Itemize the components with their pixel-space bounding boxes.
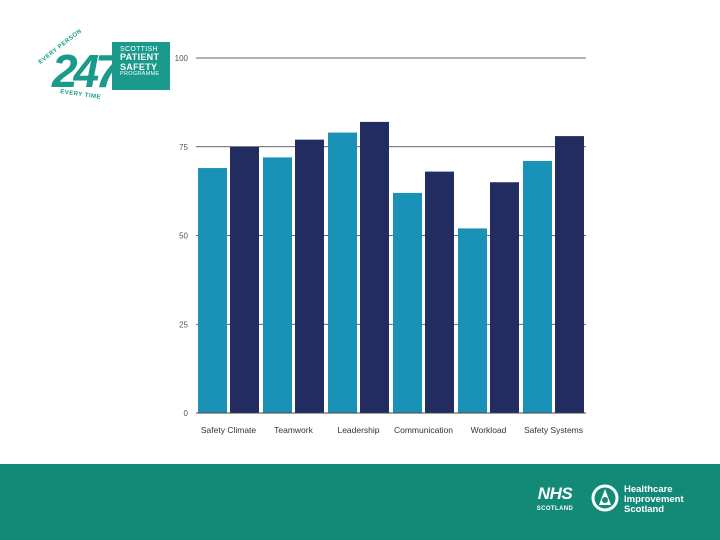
programme-line-2: PATIENT <box>120 52 160 63</box>
his-line-3: Scotland <box>624 503 665 515</box>
x-category-label: Safety Climate <box>201 425 257 435</box>
nhs-scotland-label: SCOTLAND <box>536 506 574 512</box>
bar-safety-systems-series-2 <box>555 136 584 413</box>
y-tick-label: 0 <box>184 409 189 418</box>
plot-area <box>194 46 586 414</box>
x-category-label: Teamwork <box>274 425 313 435</box>
programme-line-3: SAFETY <box>120 61 158 72</box>
his-line-2: Improvement <box>624 493 684 505</box>
footer-band <box>0 464 720 540</box>
logo-247-mark: 247 <box>52 45 121 97</box>
bar-safety-systems-series-1 <box>523 160 552 413</box>
bar-safety-climate-series-1 <box>198 168 227 413</box>
bar-workload-series-2 <box>490 182 519 413</box>
healthcare-improvement-scotland-icon <box>591 484 619 512</box>
y-tick-label: 100 <box>175 54 189 63</box>
programme-name-box: SCOTTISH PATIENT SAFETY PROGRAMME <box>112 42 170 90</box>
y-tick-label: 25 <box>179 320 188 329</box>
nhs-wordmark: NHS <box>537 484 573 503</box>
x-category-label: Communication <box>394 425 453 435</box>
bar-communication-series-2 <box>425 171 454 413</box>
bar-communication-series-1 <box>393 192 422 413</box>
bar-leadership-series-1 <box>328 132 357 414</box>
y-tick-label: 75 <box>179 143 188 152</box>
his-line-1: Healthcare <box>624 484 673 495</box>
healthcare-improvement-scotland-wordmark: Healthcare Improvement Scotland <box>624 485 684 515</box>
bar-workload-series-1 <box>458 228 487 413</box>
programme-line-1: SCOTTISH <box>120 46 158 53</box>
bar-safety-climate-series-2 <box>230 146 259 413</box>
x-category-label: Leadership <box>337 425 379 435</box>
bar-teamwork-series-2 <box>295 139 324 413</box>
bar-leadership-series-2 <box>360 121 389 414</box>
x-category-label: Workload <box>471 425 507 435</box>
y-tick-label: 50 <box>179 232 188 241</box>
x-category-label: Safety Systems <box>524 425 583 435</box>
bar-teamwork-series-1 <box>263 157 292 413</box>
nhs-scotland-logo: NHS SCOTLAND <box>532 484 578 512</box>
programme-line-4: PROGRAMME <box>120 71 160 78</box>
